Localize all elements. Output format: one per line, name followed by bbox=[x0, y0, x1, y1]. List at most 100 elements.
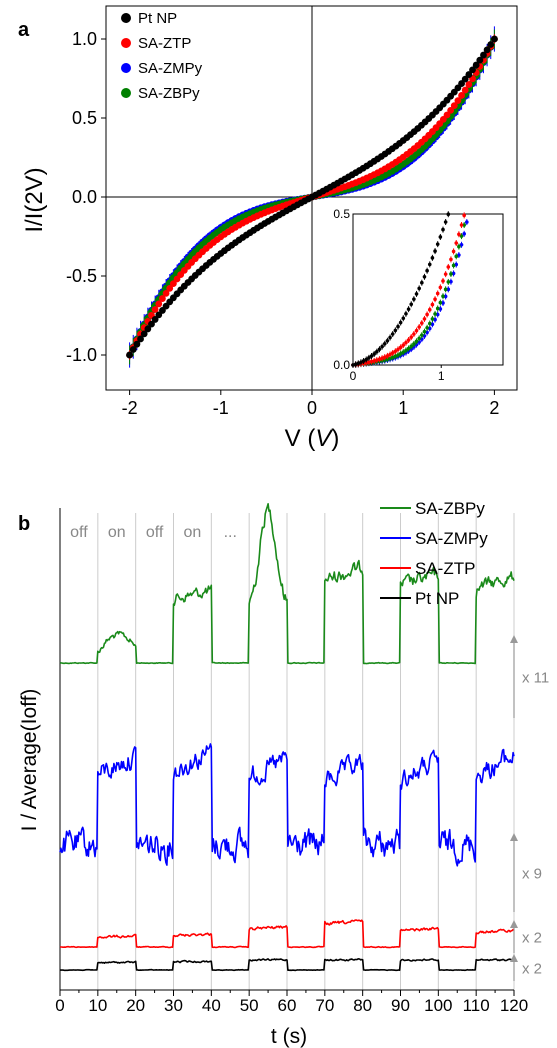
b-x-tick-label: 0 bbox=[55, 996, 64, 1015]
a-data-point bbox=[151, 316, 159, 323]
b-legend-label: Pt NP bbox=[415, 589, 459, 608]
a-data-point bbox=[169, 280, 177, 288]
a-inset-point bbox=[438, 285, 443, 290]
a-y-tick-label: -0.5 bbox=[66, 266, 97, 286]
b-trace-sa-zbpy bbox=[59, 502, 515, 665]
b-scale-arrow-head bbox=[510, 920, 518, 928]
b-trace-sa-ztp bbox=[59, 919, 515, 949]
a-inset-point bbox=[427, 321, 432, 326]
a-data-point bbox=[476, 56, 484, 64]
a-inset-point bbox=[451, 249, 456, 254]
a-inset-point bbox=[420, 333, 424, 337]
a-inset-y-tick-label: 0.0 bbox=[333, 358, 350, 372]
a-inset-point bbox=[430, 256, 435, 260]
panel-b-chart: 0 10 20 30 40 50 60 70 80 90 100 110 120 off on off on..… bbox=[55, 499, 549, 1015]
a-inset-point bbox=[465, 220, 469, 224]
a-inset-point bbox=[446, 212, 451, 217]
a-data-point bbox=[483, 46, 491, 54]
a-inset-point bbox=[361, 359, 366, 363]
a-x-tick-label: 0 bbox=[307, 398, 317, 418]
a-inset-point bbox=[401, 350, 406, 354]
a-legend-label: SA-ZBPy bbox=[138, 85, 200, 102]
b-x-tick-label: 120 bbox=[500, 996, 528, 1015]
a-inset-x-tick-label: 1 bbox=[438, 369, 445, 383]
a-inset-point bbox=[396, 324, 400, 329]
a-inset-point bbox=[380, 344, 384, 349]
a-inset-point bbox=[388, 352, 392, 357]
a-x-tick-label: 1 bbox=[398, 398, 408, 418]
a-inset-point bbox=[401, 343, 406, 347]
a-inset-point bbox=[425, 268, 429, 273]
a-y-tick-label: 1.0 bbox=[72, 29, 97, 49]
a-inset-point bbox=[388, 335, 392, 340]
b-state-label: off bbox=[146, 524, 164, 541]
a-inset-point bbox=[404, 312, 408, 316]
a-data-point bbox=[487, 41, 495, 48]
a-inset-frame bbox=[352, 213, 504, 366]
a-inset-point bbox=[459, 242, 464, 247]
b-scale-arrow-head bbox=[510, 635, 518, 643]
a-inset-point bbox=[459, 223, 464, 227]
a-inset-point bbox=[412, 342, 416, 346]
b-scale-label: x 2 bbox=[522, 961, 542, 978]
a-inset-point bbox=[430, 302, 435, 307]
a-inset-point bbox=[372, 352, 376, 356]
a-inset-point bbox=[443, 294, 448, 299]
a-inset-point bbox=[435, 242, 440, 246]
a-legend-label: SA-ZMPy bbox=[138, 60, 203, 77]
a-y-tick-label: 0.5 bbox=[72, 108, 97, 128]
a-x-label-unit: V bbox=[315, 425, 333, 452]
b-x-tick-label: 100 bbox=[424, 996, 452, 1015]
a-inset-point bbox=[446, 280, 451, 284]
a-inset-point bbox=[393, 328, 398, 333]
a-inset-point bbox=[404, 348, 408, 353]
a-inset-point bbox=[435, 306, 440, 311]
b-scale-arrow-head bbox=[510, 954, 518, 962]
a-inset-point bbox=[462, 232, 466, 236]
a-inset-point bbox=[438, 235, 443, 239]
a-inset-point bbox=[457, 232, 461, 237]
b-x-tick-label: 60 bbox=[278, 996, 297, 1015]
a-inset-point bbox=[427, 307, 432, 312]
a-inset-point bbox=[409, 344, 414, 349]
a-inset-series bbox=[351, 211, 451, 368]
b-trace-sa-zmpy bbox=[59, 743, 515, 867]
b-x-tick-label: 40 bbox=[202, 996, 221, 1015]
a-inset-point bbox=[430, 317, 435, 321]
a-inset-point bbox=[459, 234, 464, 238]
a-y-tick-label: -1.0 bbox=[66, 345, 97, 365]
a-inset-point bbox=[398, 351, 403, 356]
b-state-label: off bbox=[70, 524, 88, 541]
b-x-tick-label: 70 bbox=[315, 996, 334, 1015]
a-data-point bbox=[140, 330, 148, 338]
a-inset-point bbox=[433, 297, 437, 302]
a-data-point bbox=[450, 102, 458, 110]
a-inset-point bbox=[398, 345, 403, 350]
a-inset-point bbox=[462, 213, 466, 218]
a-inset-point bbox=[441, 227, 445, 232]
b-legend-label: SA-ZMPy bbox=[415, 529, 488, 548]
a-inset-point bbox=[451, 263, 456, 268]
a-data-point bbox=[458, 92, 465, 99]
a-data-point bbox=[144, 325, 152, 333]
a-inset-point bbox=[367, 356, 371, 360]
a-inset-point bbox=[401, 316, 406, 321]
a-x-tick-label: 2 bbox=[489, 398, 499, 418]
a-inset-point bbox=[417, 286, 421, 291]
a-data-point bbox=[129, 346, 137, 353]
b-legend-label: SA-ZTP bbox=[415, 559, 475, 578]
a-data-point bbox=[137, 335, 144, 343]
b-state-label: on bbox=[108, 524, 126, 541]
b-x-tick-label: 50 bbox=[240, 996, 259, 1015]
a-data-point bbox=[126, 351, 133, 359]
a-inset-point bbox=[427, 262, 432, 267]
a-data-point bbox=[472, 61, 480, 69]
a-legend-marker bbox=[121, 88, 131, 98]
a-inset-point bbox=[449, 272, 453, 276]
a-inset-point bbox=[446, 265, 451, 269]
a-inset-point bbox=[446, 287, 451, 292]
a-data-point bbox=[155, 300, 163, 308]
b-x-tick-label: 110 bbox=[463, 996, 490, 1015]
a-inset-y-tick-label: 0.5 bbox=[333, 207, 350, 221]
